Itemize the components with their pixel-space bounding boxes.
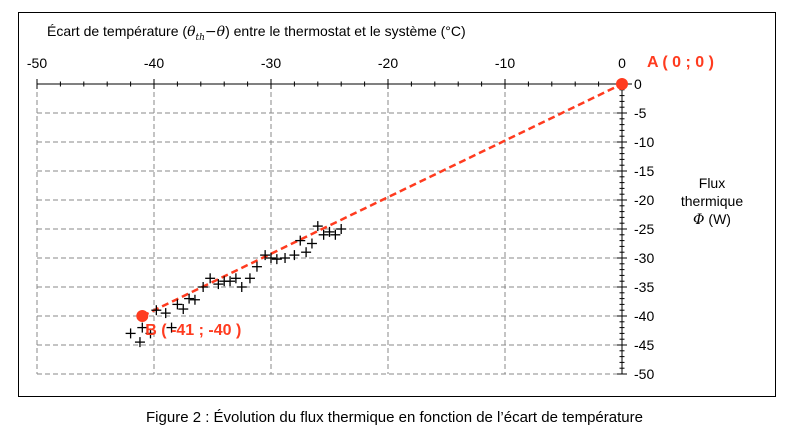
point-b-label: B ( -41 ; -40 ) (145, 322, 241, 339)
data-point (125, 328, 136, 339)
data-point (251, 261, 262, 272)
data-point (318, 229, 329, 240)
tick-labels: -50 -40 -30 -20 -10 00 -5 -10 -15 -20 -25 -30 -35 -40… (27, 55, 655, 382)
data-point (306, 238, 317, 249)
data-point (166, 322, 177, 333)
y-axis-title-line: Flux (699, 175, 725, 191)
y-axis-title-line: Φ (W) (693, 211, 731, 228)
chart: -50 -40 -30 -20 -10 00 -5 -10 -15 -20 -25 -30 -35 -40… (27, 23, 743, 382)
y-axis-title-line: thermique (681, 193, 743, 209)
data-point (301, 247, 312, 258)
data-point (213, 279, 224, 290)
data-point (189, 294, 200, 305)
grid (36, 84, 622, 375)
y-tick-label: 0 (634, 76, 642, 92)
data-point (160, 308, 171, 319)
point-b-marker (136, 310, 149, 322)
data-point (172, 299, 183, 310)
x-tick-label: -30 (261, 55, 281, 71)
x-tick-label: -40 (144, 55, 164, 71)
figure-caption: Figure 2 : Évolution du flux thermique e… (146, 409, 643, 426)
data-point (225, 276, 236, 287)
data-point (266, 253, 276, 263)
point-a-marker (616, 78, 628, 90)
annotations: A ( 0 ; 0 ) B ( -41 ; -40 ) (136, 54, 714, 339)
x-tick-label: -50 (27, 55, 47, 71)
data-point (260, 250, 271, 261)
data-point (280, 253, 291, 263)
y-tick-label: -35 (634, 279, 654, 295)
data-point (198, 282, 209, 292)
data-point (145, 328, 156, 339)
y-tick-label: -40 (634, 308, 654, 324)
y-tick-label: -20 (634, 192, 654, 208)
data-point (230, 273, 241, 284)
data-series (125, 82, 623, 348)
data-point (324, 226, 335, 237)
data-point (134, 337, 145, 348)
y-tick-label: -50 (634, 366, 654, 382)
x-axis-title: Écart de température (θth−θ) entre le th… (47, 23, 466, 43)
x-tick-label: 0 (618, 55, 626, 71)
axes (36, 79, 632, 375)
data-point (178, 304, 189, 315)
data-point (205, 273, 216, 284)
data-point (295, 235, 306, 246)
data-point (330, 229, 341, 240)
data-point (312, 221, 323, 232)
data-point (236, 282, 247, 292)
data-point (151, 305, 162, 316)
chart-frame (18, 12, 776, 397)
y-tick-label: -5 (634, 105, 647, 121)
x-tick-label: -10 (495, 55, 515, 71)
y-tick-label: -25 (634, 221, 654, 237)
data-point (289, 250, 300, 261)
data-point (184, 293, 195, 304)
data-point (336, 224, 347, 234)
y-tick-label: -30 (634, 250, 654, 266)
fit-line (141, 82, 623, 318)
y-tick-label: -10 (634, 134, 654, 150)
x-tick-label: -20 (378, 55, 398, 71)
y-tick-label: -15 (634, 163, 654, 179)
data-point (137, 322, 148, 333)
data-point (271, 254, 282, 265)
point-a-label: A ( 0 ; 0 ) (647, 54, 714, 71)
data-point (244, 273, 255, 284)
axis-titles: Écart de température (θth−θ) entre le th… (47, 23, 743, 228)
y-tick-label: -45 (634, 337, 654, 353)
